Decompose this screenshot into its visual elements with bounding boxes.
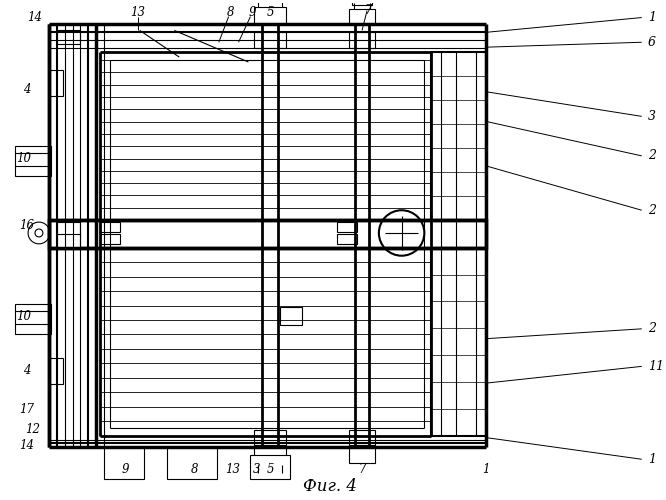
Bar xyxy=(349,448,375,463)
Text: 14: 14 xyxy=(27,11,43,24)
Text: 5: 5 xyxy=(266,6,274,19)
Bar xyxy=(49,70,63,96)
Text: 1: 1 xyxy=(647,453,655,466)
Bar xyxy=(432,248,486,436)
Bar xyxy=(167,448,217,479)
Text: Фиг. 4: Фиг. 4 xyxy=(304,478,358,496)
Text: 11: 11 xyxy=(647,360,663,373)
Bar xyxy=(254,448,286,465)
Bar xyxy=(338,234,357,244)
Bar xyxy=(57,222,81,236)
Bar xyxy=(254,32,286,48)
Text: 8: 8 xyxy=(190,462,198,475)
Text: 2: 2 xyxy=(647,322,655,336)
Text: 13: 13 xyxy=(131,6,145,19)
Text: 7: 7 xyxy=(364,4,372,17)
Text: 4: 4 xyxy=(23,364,31,377)
Bar xyxy=(349,32,375,48)
Text: 17: 17 xyxy=(19,404,34,416)
Bar xyxy=(104,448,144,479)
Text: 7: 7 xyxy=(358,462,366,475)
Bar xyxy=(338,222,357,232)
Text: 6: 6 xyxy=(647,36,655,49)
Text: 13: 13 xyxy=(225,462,240,475)
Text: 5: 5 xyxy=(266,462,274,475)
Text: 9: 9 xyxy=(248,6,256,19)
Text: 9: 9 xyxy=(121,462,129,475)
Bar xyxy=(57,30,81,44)
Bar xyxy=(254,6,286,25)
Text: 1: 1 xyxy=(647,11,655,24)
Text: 2: 2 xyxy=(647,150,655,162)
Bar xyxy=(15,304,51,334)
Bar xyxy=(49,358,63,384)
Text: 10: 10 xyxy=(16,310,31,324)
Bar xyxy=(254,430,286,446)
Text: 2: 2 xyxy=(647,204,655,216)
Bar xyxy=(349,8,375,24)
Text: 12: 12 xyxy=(25,423,40,436)
Bar xyxy=(100,222,120,232)
Text: 3: 3 xyxy=(252,462,260,475)
Bar xyxy=(250,456,290,479)
Bar xyxy=(49,220,486,248)
Bar xyxy=(352,0,372,4)
Text: 14: 14 xyxy=(19,439,34,452)
Bar xyxy=(432,52,486,220)
Text: 10: 10 xyxy=(16,152,31,166)
Bar xyxy=(280,307,302,325)
Bar xyxy=(15,146,51,176)
Text: 8: 8 xyxy=(227,6,234,19)
Text: 4: 4 xyxy=(23,83,31,96)
Bar xyxy=(57,234,81,248)
Bar xyxy=(349,430,375,446)
Text: 16: 16 xyxy=(19,218,34,232)
Bar xyxy=(100,234,120,244)
Text: 1: 1 xyxy=(482,462,490,475)
Text: 3: 3 xyxy=(647,110,655,123)
